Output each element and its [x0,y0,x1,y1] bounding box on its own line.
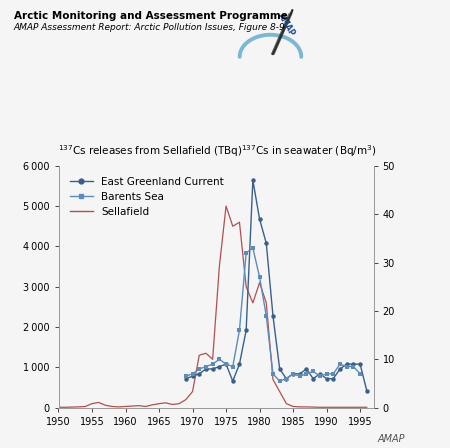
Text: Arctic Monitoring and Assessment Programme: Arctic Monitoring and Assessment Program… [14,11,288,21]
Text: $^{137}$Cs in seawater (Bq/m$^3$): $^{137}$Cs in seawater (Bq/m$^3$) [241,143,377,159]
Text: AMAP: AMAP [276,12,297,38]
Text: AMAP: AMAP [378,434,405,444]
Legend: East Greenland Current, Barents Sea, Sellafield: East Greenland Current, Barents Sea, Sel… [67,173,227,220]
Text: $^{137}$Cs releases from Sellafield (TBq): $^{137}$Cs releases from Sellafield (TBq… [58,143,243,159]
Text: AMAP Assessment Report: Arctic Pollution Issues, Figure 8-9: AMAP Assessment Report: Arctic Pollution… [14,23,285,32]
